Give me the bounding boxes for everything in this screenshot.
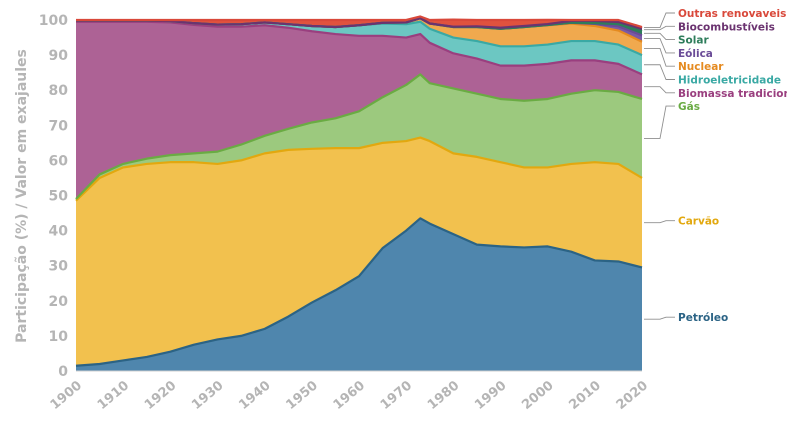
area-petroleo <box>76 218 642 371</box>
x-tick-label: 1930 <box>189 378 226 413</box>
y-tick-label: 0 <box>58 364 68 380</box>
x-tick-label: 2000 <box>519 378 556 413</box>
legend-leader-outras-renovaveis <box>644 12 675 28</box>
x-tick-label: 1990 <box>472 378 509 413</box>
x-tick-label: 1960 <box>331 378 368 413</box>
legend-leader-biomassa-tradicional <box>644 86 675 94</box>
legend-label-gas: Gás <box>678 101 700 113</box>
x-tick-label: 1970 <box>378 378 415 413</box>
area-outras-renovaveis <box>76 16 642 29</box>
x-tick-label: 1940 <box>236 378 273 413</box>
line-gas <box>75 73 643 200</box>
legend-label-biomassa-tradicional: Biomassa tradicional <box>678 88 787 100</box>
line-carvao <box>75 136 643 202</box>
legend-leader-carvao <box>644 220 675 224</box>
x-tick-label: 1910 <box>95 378 132 413</box>
legend-leader-hidroeletricidade <box>644 64 675 80</box>
areas-layer <box>76 16 642 371</box>
x-tick-label: 1920 <box>142 378 179 413</box>
area-gas <box>76 74 642 201</box>
legend-label-hidroeletricidade: Hidroeletricidade <box>678 75 781 87</box>
line-biocombustiveis <box>76 17 643 30</box>
y-axis-title: Participação (%) / Valor em exajaules <box>14 49 30 343</box>
x-tick-label: 2010 <box>566 378 603 413</box>
legend-label-petroleo: Petróleo <box>678 312 728 324</box>
y-tick-label: 20 <box>49 294 69 310</box>
line-biomassa-tradicional <box>76 20 643 76</box>
y-tick-label: 50 <box>49 189 69 205</box>
y-tick-label: 10 <box>49 329 69 345</box>
legend-label-nuclear: Nuclear <box>678 61 724 73</box>
y-tick-label: 60 <box>49 153 69 169</box>
area-carvao <box>76 137 642 366</box>
legend-label-outras-renovaveis: Outras renovaveis <box>678 8 786 20</box>
x-tick-label: 2020 <box>614 378 651 413</box>
area-hidroeletricidade <box>76 20 642 75</box>
line-petroleo <box>75 217 643 367</box>
legend-leader-nuclear <box>644 47 675 67</box>
y-tick-label: 70 <box>49 118 69 134</box>
x-tick-label: 1980 <box>425 378 462 413</box>
legend-leader-petroleo <box>644 316 675 320</box>
y-tick-label: 40 <box>49 224 69 240</box>
legend-label-eolica: Eólica <box>678 48 713 60</box>
y-tick-label: 30 <box>49 259 69 275</box>
y-tick-label: 80 <box>49 83 69 99</box>
legend-leader-biocombustiveis <box>644 25 675 31</box>
x-tick-label: 1900 <box>48 378 85 413</box>
legend-leader-gas <box>644 105 675 139</box>
legend-leader-solar <box>644 32 675 41</box>
legend-label-biocombustiveis: Biocombustíveis <box>678 21 775 33</box>
legend-leader-eolica <box>644 38 675 54</box>
legend-label-carvao: Carvão <box>678 216 719 228</box>
y-tick-label: 90 <box>49 48 69 64</box>
y-tick-label: 100 <box>39 13 68 29</box>
x-tick-label: 1950 <box>283 378 320 413</box>
lines-layer <box>75 15 643 367</box>
line-outras-renovaveis <box>76 15 643 29</box>
legend-label-solar: Solar <box>678 35 709 47</box>
